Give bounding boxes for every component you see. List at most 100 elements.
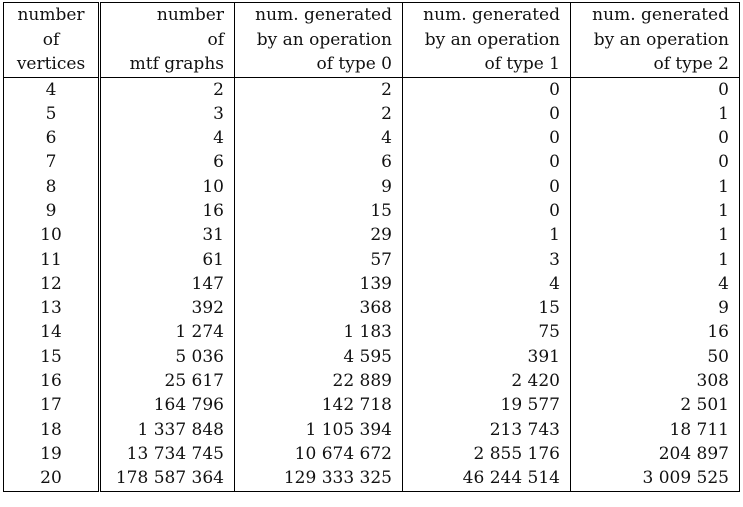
type0-cell: 22 889 bbox=[234, 369, 403, 394]
type2-cell: 2 501 bbox=[570, 393, 740, 418]
type2-cell: 1 bbox=[570, 174, 740, 199]
header-type0-line-2: by an operation bbox=[234, 27, 403, 52]
vertices-cell: 7 bbox=[3, 150, 101, 175]
type2-cell: 204 897 bbox=[570, 441, 740, 467]
table-row: 18 1 337 848 1 105 394 213 743 18 711 bbox=[3, 417, 740, 442]
vertices-cell: 6 bbox=[3, 126, 101, 151]
type1-cell: 15 bbox=[402, 296, 571, 321]
header-type1-line-2: by an operation bbox=[402, 27, 571, 52]
table-row: 10 31 29 1 1 bbox=[3, 223, 740, 248]
type0-cell: 10 674 672 bbox=[234, 441, 403, 467]
mtf-graphs-cell: 178 587 364 bbox=[115, 468, 224, 489]
mtf-graphs-cell: 31 bbox=[202, 225, 224, 246]
type2-cell: 1 bbox=[570, 198, 740, 224]
type1-cell: 19 577 bbox=[402, 393, 571, 418]
mtf-graphs-cell: 25 617 bbox=[164, 371, 224, 392]
vertices-cell: 17 bbox=[3, 393, 101, 418]
type2-cell: 1 bbox=[570, 247, 740, 272]
type2-cell: 1 bbox=[570, 223, 740, 248]
vertices-cell: 15 bbox=[3, 344, 101, 370]
vertices-cell: 8 bbox=[3, 174, 101, 199]
table-row: 16 25 617 22 889 2 420 308 bbox=[3, 369, 740, 394]
type2-cell: 18 711 bbox=[570, 417, 740, 442]
header-type0-line-3: of type 0 bbox=[234, 52, 403, 78]
mtf-graphs-cell: 2 bbox=[213, 79, 224, 100]
table-header: number number num. generated num. genera… bbox=[3, 2, 740, 78]
type1-cell: 46 244 514 bbox=[402, 466, 571, 492]
type2-cell: 0 bbox=[570, 126, 740, 151]
table-row: 14 1 274 1 183 75 16 bbox=[3, 320, 740, 345]
table-row: 9 16 15 0 1 bbox=[3, 198, 740, 224]
mtf-graphs-cell: 5 036 bbox=[175, 346, 224, 367]
table-row: 13 392 368 15 9 bbox=[3, 296, 740, 321]
header-mtf-line-3: mtf graphs bbox=[99, 52, 235, 78]
header-mtf-line-1: number bbox=[156, 5, 224, 25]
vertices-cell: 5 bbox=[3, 101, 101, 127]
mtf-graphs-cell: 10 bbox=[202, 176, 224, 197]
type2-cell: 308 bbox=[570, 369, 740, 394]
type1-cell: 0 bbox=[402, 174, 571, 199]
type1-cell: 1 bbox=[402, 223, 571, 248]
type0-cell: 4 595 bbox=[234, 344, 403, 370]
mtf-graphs-cell: 147 bbox=[191, 273, 224, 294]
type0-cell: 139 bbox=[234, 271, 403, 297]
vertices-cell: 11 bbox=[3, 247, 101, 272]
table-row: 12 147 139 4 4 bbox=[3, 271, 740, 297]
table-body: 4 2 2 0 0 5 3 2 0 1 6 4 4 0 0 7 6 6 0 0 8 10 9 0 1 9 16 15 0 1 10 31 29 1… bbox=[3, 77, 740, 492]
mtf-graphs-cell: 3 bbox=[213, 103, 224, 124]
type0-cell: 9 bbox=[234, 174, 403, 199]
header-type1-line-1: num. generated bbox=[402, 2, 571, 28]
graph-counts-table: number number num. generated num. genera… bbox=[3, 2, 740, 492]
header-row-2: of of by an operation by an operation by… bbox=[3, 27, 740, 52]
type1-cell: 213 743 bbox=[402, 417, 571, 442]
mtf-graphs-cell: 164 796 bbox=[153, 395, 224, 416]
type0-cell: 6 bbox=[234, 150, 403, 175]
mtf-graphs-cell: 4 bbox=[213, 128, 224, 149]
type2-cell: 16 bbox=[570, 320, 740, 345]
header-type2-line-2: by an operation bbox=[570, 27, 740, 52]
table-row: 15 5 036 4 595 391 50 bbox=[3, 344, 740, 370]
header-vertices-line-1: number bbox=[3, 2, 101, 28]
type0-cell: 29 bbox=[234, 223, 403, 248]
header-type0-line-1: num. generated bbox=[234, 2, 403, 28]
vertices-cell: 16 bbox=[3, 369, 101, 394]
type1-cell: 0 bbox=[402, 77, 571, 102]
type1-cell: 2 855 176 bbox=[402, 441, 571, 467]
mtf-graphs-cell: 16 bbox=[202, 200, 224, 221]
vertices-cell: 14 bbox=[3, 320, 101, 345]
vertices-cell: 4 bbox=[3, 77, 101, 102]
type1-cell: 2 420 bbox=[402, 369, 571, 394]
table-row: 19 13 734 745 10 674 672 2 855 176 204 897 bbox=[3, 441, 740, 467]
header-row-3: vertices mtf graphs of type 0 of type 1 … bbox=[3, 52, 740, 78]
table-row: 11 61 57 3 1 bbox=[3, 247, 740, 272]
type2-cell: 0 bbox=[570, 77, 740, 102]
type2-cell: 9 bbox=[570, 296, 740, 321]
header-type2-line-1: num. generated bbox=[570, 2, 740, 28]
type1-cell: 0 bbox=[402, 101, 571, 127]
vertices-cell: 12 bbox=[3, 271, 101, 297]
table-container: number number num. generated num. genera… bbox=[3, 2, 740, 504]
type2-cell: 3 009 525 bbox=[570, 466, 740, 492]
vertices-cell: 19 bbox=[3, 441, 101, 467]
type1-cell: 4 bbox=[402, 271, 571, 297]
mtf-graphs-cell: 6 bbox=[213, 152, 224, 173]
type1-cell: 75 bbox=[402, 320, 571, 345]
type0-cell: 129 333 325 bbox=[234, 466, 403, 492]
mtf-graphs-cell: 61 bbox=[202, 249, 224, 270]
type0-cell: 4 bbox=[234, 126, 403, 151]
vertices-cell: 10 bbox=[3, 223, 101, 248]
mtf-graphs-cell: 1 274 bbox=[175, 322, 224, 343]
type0-cell: 15 bbox=[234, 198, 403, 224]
type1-cell: 3 bbox=[402, 247, 571, 272]
type0-cell: 142 718 bbox=[234, 393, 403, 418]
type0-cell: 2 bbox=[234, 101, 403, 127]
type0-cell: 1 105 394 bbox=[234, 417, 403, 442]
type2-cell: 0 bbox=[570, 150, 740, 175]
type2-cell: 1 bbox=[570, 101, 740, 127]
mtf-graphs-cell: 13 734 745 bbox=[126, 443, 224, 464]
table-row: 17 164 796 142 718 19 577 2 501 bbox=[3, 393, 740, 418]
mtf-graphs-cell: 1 337 848 bbox=[137, 419, 224, 440]
